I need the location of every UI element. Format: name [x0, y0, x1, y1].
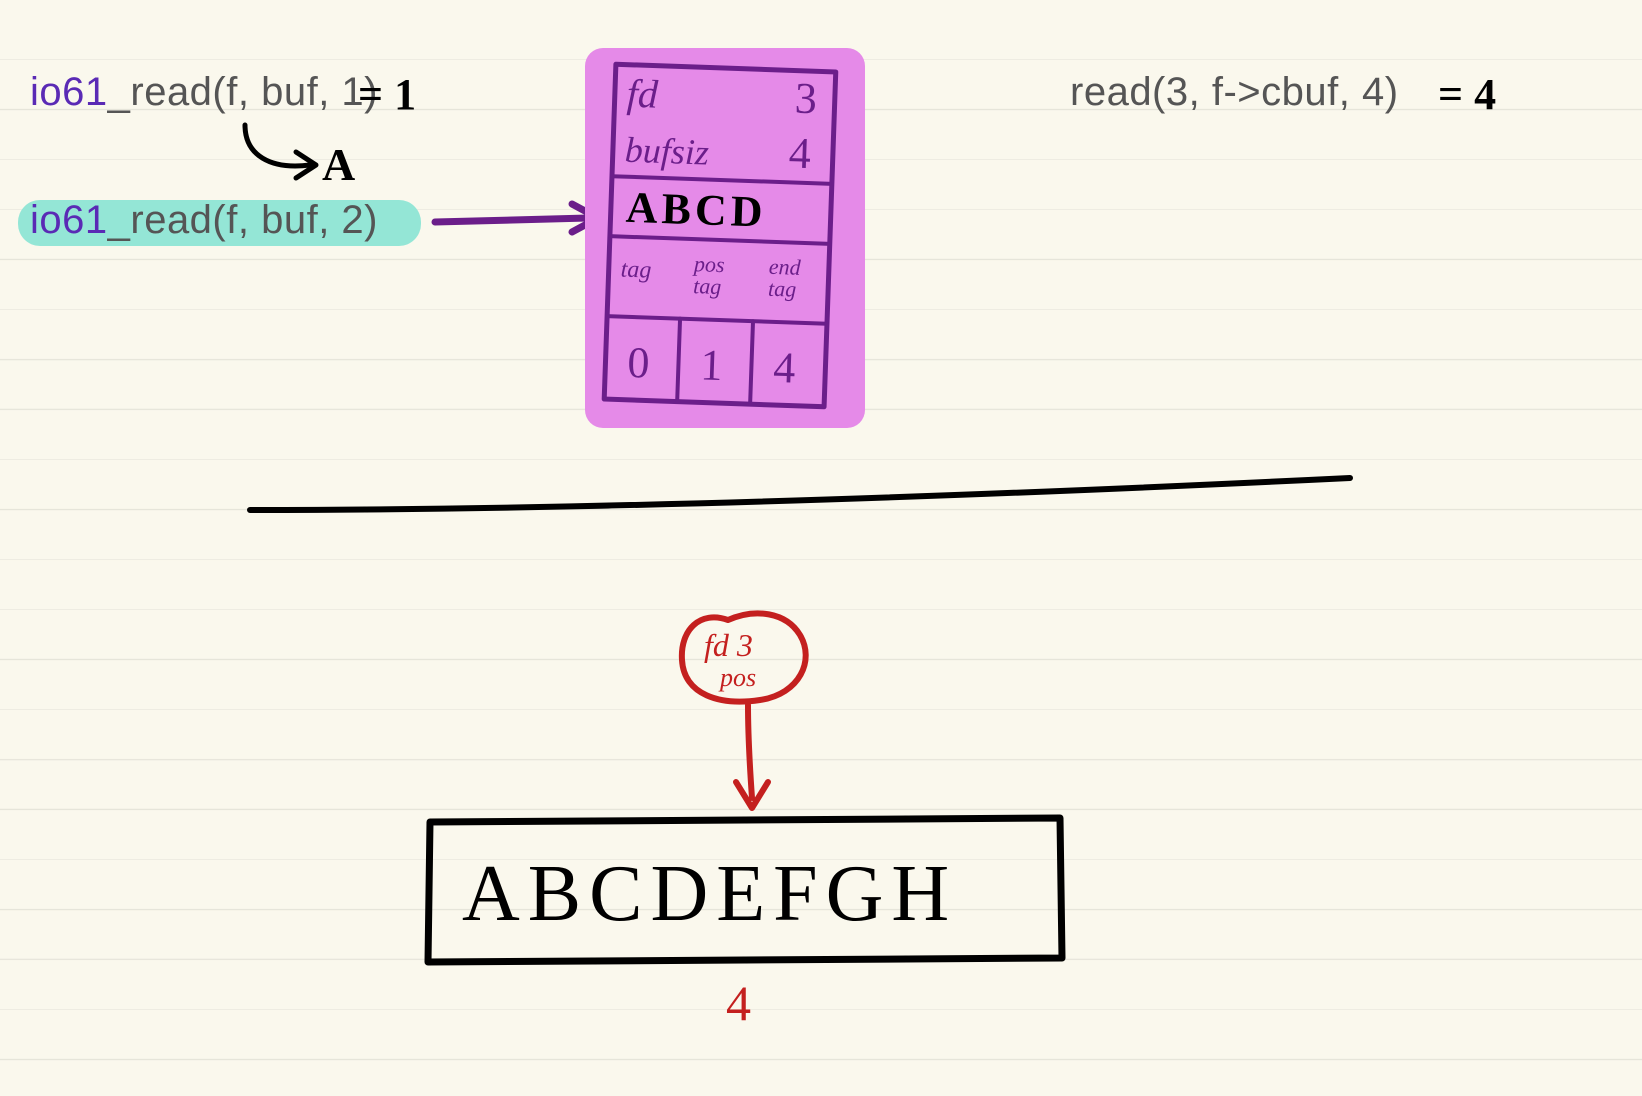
struct-fd-label: fd: [626, 71, 660, 117]
file-box-content: ABCDEFGH: [462, 850, 957, 938]
fd-pointer-arrow: [748, 705, 752, 798]
struct-tag0: tag: [620, 257, 652, 284]
struct-val1: 1: [700, 340, 724, 390]
section-divider: [250, 478, 1350, 510]
struct-val2: 4: [773, 343, 797, 393]
fd-pointer-line1: fd 3: [704, 627, 753, 663]
call1-text: io61_read(f, buf, 1): [30, 70, 378, 114]
struct-cbuf-content: ABCD: [625, 183, 767, 237]
file-pos-label: 4: [726, 975, 751, 1031]
call2-arrow: [435, 218, 588, 222]
struct-fd-value: 3: [794, 74, 818, 124]
call2-text: io61_read(f, buf, 2): [30, 198, 378, 242]
struct-bufsiz-value: 4: [788, 128, 812, 178]
call1-return-arrow: [245, 125, 310, 166]
call1-result: = 1: [358, 70, 416, 119]
fd-pointer-line2: pos: [718, 663, 756, 692]
struct-val0: 0: [627, 338, 651, 388]
diagram-canvas: io61_read(f, buf, 1) = 1 A io61_read(f, …: [0, 0, 1642, 1096]
struct-tag1: postag: [691, 251, 725, 299]
struct-bufsiz-label: bufsiz: [624, 130, 709, 173]
syscall-result: = 4: [1438, 70, 1496, 119]
call1-returned-char: A: [322, 139, 355, 190]
syscall-text: read(3, f->cbuf, 4): [1070, 70, 1399, 114]
